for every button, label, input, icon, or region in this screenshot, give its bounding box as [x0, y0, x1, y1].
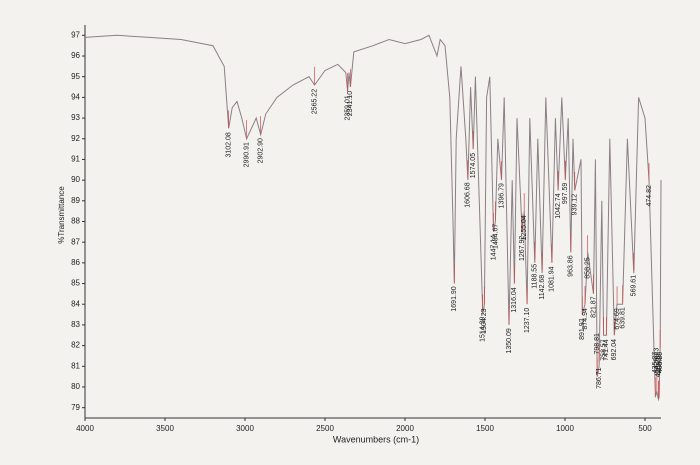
peak-label: 2990.91: [243, 142, 250, 167]
peak-label: 1434.67: [492, 224, 499, 249]
spectrum: [84, 34, 662, 402]
peak-label: 2902.90: [257, 138, 264, 163]
x-tick-label: 3000: [236, 424, 254, 433]
peak-label: 874.94: [582, 308, 589, 330]
y-tick-label: 83: [71, 320, 80, 329]
peak-label: 2341.10: [347, 91, 354, 116]
peak-label: 435.37: [652, 352, 659, 374]
peak-label: 474.82: [646, 185, 653, 207]
peak-label: 939.12: [572, 194, 579, 216]
peak-label: 963.86: [568, 255, 575, 277]
y-tick-label: 80: [71, 382, 80, 391]
peak-label: 692.04: [611, 339, 618, 361]
peak-label: 416.28: [655, 356, 662, 378]
peak-label: 1574.05: [470, 153, 477, 178]
y-tick-label: 85: [71, 279, 80, 288]
peak-label: 3102.08: [226, 132, 233, 157]
x-tick-label: 500: [638, 424, 652, 433]
x-tick-label: 1000: [556, 424, 574, 433]
y-tick-label: 92: [71, 134, 80, 143]
peak-label: 821.87: [590, 296, 597, 318]
peak-label: 1255.04: [521, 215, 528, 240]
peak-label: 2359.01: [344, 95, 351, 120]
y-tick-label: 95: [71, 72, 80, 81]
peak-label: 1081.94: [549, 266, 556, 291]
peak-label: 1188.55: [532, 264, 539, 289]
y-tick-label: 89: [71, 196, 80, 205]
peak-label: 758.57: [600, 339, 607, 361]
peak-label: 405.29: [657, 352, 664, 374]
peak-label: 1606.68: [465, 182, 472, 207]
y-tick-label: 84: [71, 299, 80, 308]
y-tick-label: 82: [71, 341, 80, 350]
peak-label: 674.69: [614, 308, 621, 330]
peak-label: 412.08: [656, 354, 663, 376]
peak-label: 1042.74: [555, 193, 562, 218]
x-tick-label: 1500: [476, 424, 494, 433]
peak-label: 425.93: [654, 348, 661, 370]
peak-label: 1316.04: [511, 287, 518, 312]
y-tick-label: 88: [71, 217, 80, 226]
peak-label: 569.61: [631, 275, 638, 297]
y-tick-label: 87: [71, 237, 80, 246]
y-tick-label: 79: [71, 403, 80, 412]
peak-label: 1142.68: [539, 275, 546, 300]
peak-label: 1237.10: [524, 308, 531, 333]
x-tick-label: 2000: [396, 424, 414, 433]
y-tick-label: 96: [71, 51, 80, 60]
peak-label: 1504.23: [481, 308, 488, 333]
peak-label: 1447.14: [490, 235, 497, 260]
y-tick-label: 91: [71, 155, 80, 164]
peak-label: 1350.09: [506, 328, 513, 353]
y-tick-label: 97: [71, 30, 80, 39]
peak-label: 1691.90: [451, 286, 458, 311]
peak-label: 639.81: [619, 307, 626, 329]
y-tick-label: 94: [71, 93, 80, 102]
x-tick-label: 3500: [156, 424, 174, 433]
x-tick-label: 4000: [76, 424, 94, 433]
y-tick-label: 93: [71, 113, 80, 122]
peak-label: 891.92: [579, 318, 586, 340]
peak-label: 2565.22: [311, 89, 318, 114]
peak-label: 1514.39: [480, 317, 487, 342]
peak-label: 786.71: [596, 367, 603, 389]
y-axis-title: %Transmittance: [57, 186, 66, 244]
peak-label: 741.44: [603, 339, 610, 361]
peak-label: 997.59: [562, 183, 569, 205]
peak-label: 1396.79: [498, 183, 505, 208]
y-tick-label: 90: [71, 175, 80, 184]
x-axis-title: Wavenumbers (cm-1): [333, 434, 419, 444]
y-tick-label: 81: [71, 361, 80, 370]
peak-label: 798.81: [594, 333, 601, 355]
peak-label: 1267.92: [519, 236, 526, 261]
peak-label: 858.25: [585, 257, 592, 279]
x-tick-label: 2500: [316, 424, 334, 433]
y-tick-label: 86: [71, 258, 80, 267]
